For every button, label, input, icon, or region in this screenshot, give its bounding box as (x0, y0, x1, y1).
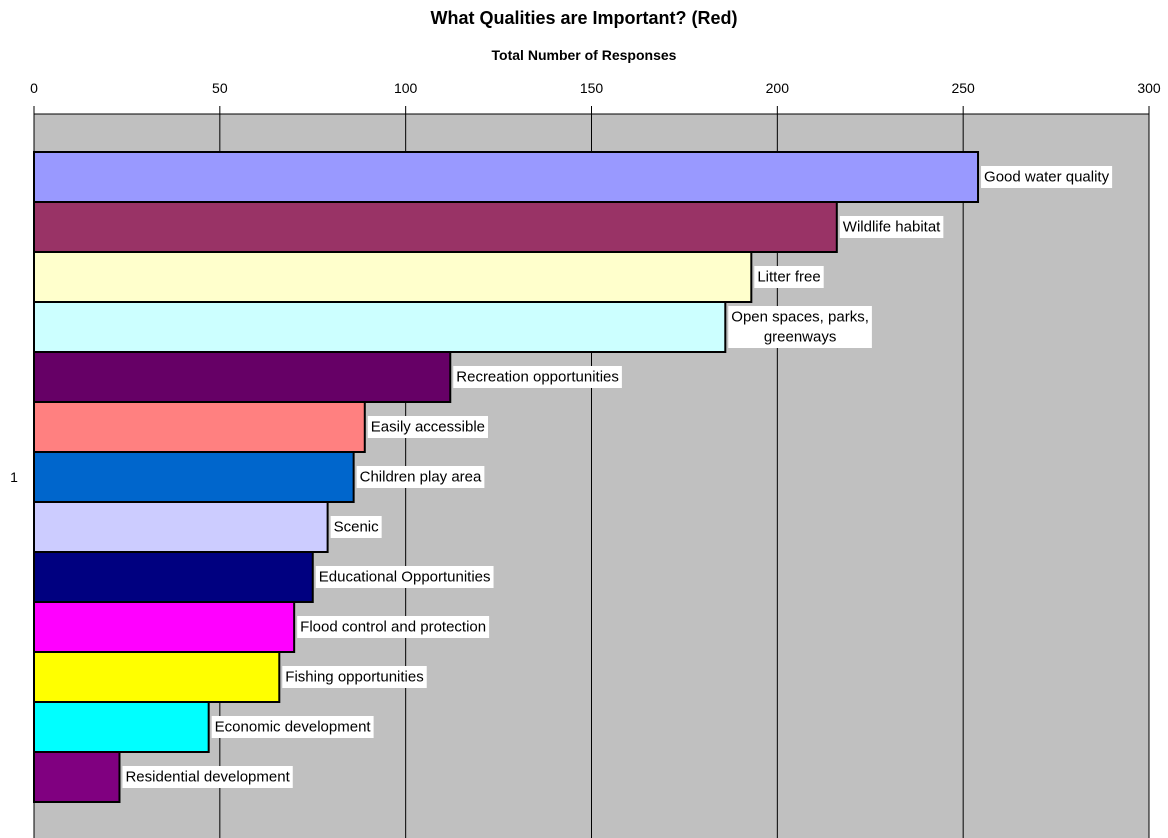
x-tick-label: 100 (394, 80, 418, 96)
data-label: Good water quality (981, 166, 1113, 188)
x-axis-label: Total Number of Responses (491, 47, 677, 63)
data-label: Children play area (356, 466, 485, 488)
bar (33, 301, 727, 353)
category-label: 1 (10, 469, 18, 485)
data-label-text: Economic development (215, 719, 372, 736)
data-label: Educational Opportunities (315, 566, 494, 588)
x-axis: 0 50 100 150 200 250 300 (30, 80, 1161, 115)
x-tick-label: 0 (30, 80, 38, 96)
data-label: Scenic (330, 516, 382, 538)
bar (33, 251, 753, 303)
bar (33, 751, 121, 803)
data-label-text: Easily accessible (371, 419, 485, 436)
data-label-background (728, 306, 872, 348)
data-label: Fishing opportunities (282, 666, 427, 688)
bars (33, 151, 980, 803)
bar (33, 601, 296, 653)
x-tick-label: 300 (1137, 80, 1161, 96)
data-label-background (330, 516, 382, 538)
data-label-text: Scenic (334, 519, 380, 536)
data-label-text: Recreation opportunities (456, 369, 619, 386)
data-label: Litter free (754, 266, 824, 288)
data-label-text: Children play area (360, 469, 482, 486)
data-label-background (122, 766, 293, 788)
chart-title: What Qualities are Important? (Red) (430, 8, 738, 28)
data-label-background (315, 566, 494, 588)
bar (33, 201, 838, 253)
bar (33, 351, 452, 403)
data-labels: Good water quality Wildlife habitat Litter… (122, 166, 1113, 788)
bar (33, 651, 281, 703)
x-tick-label: 250 (951, 80, 975, 96)
data-label-background (211, 716, 374, 738)
data-label-text: Good water quality (984, 169, 1110, 186)
data-label: Residential development (122, 766, 293, 788)
bar (33, 501, 329, 553)
x-tick-label: 150 (580, 80, 604, 96)
data-label-text: greenways (764, 329, 837, 346)
data-label-text: Residential development (125, 769, 290, 786)
bar (33, 451, 355, 503)
x-tick-label: 200 (766, 80, 790, 96)
data-label-text: Educational Opportunities (319, 569, 491, 586)
data-label-background (356, 466, 485, 488)
data-label-background (453, 366, 622, 388)
data-label-text: Litter free (757, 269, 820, 286)
data-label-text: Wildlife habitat (843, 219, 941, 236)
data-label-background (981, 166, 1113, 188)
data-label-text: Open spaces, parks, (731, 309, 869, 326)
data-label: Economic development (211, 716, 374, 738)
data-label-text: Fishing opportunities (285, 669, 423, 686)
bar (33, 151, 980, 203)
bar (33, 401, 366, 453)
data-label: Easily accessible (367, 416, 489, 438)
data-label: Wildlife habitat (839, 216, 944, 238)
data-label: Recreation opportunities (453, 366, 622, 388)
bar (33, 551, 314, 603)
data-label-background (297, 616, 490, 638)
data-label-background (367, 416, 489, 438)
x-tick-label: 50 (212, 80, 228, 96)
data-label: Flood control and protection (297, 616, 490, 638)
data-label-background (754, 266, 824, 288)
data-label: Open spaces, parks, greenways (728, 306, 872, 348)
data-label-background (839, 216, 944, 238)
data-label-text: Flood control and protection (300, 619, 486, 636)
bar (33, 701, 210, 753)
data-label-background (282, 666, 427, 688)
